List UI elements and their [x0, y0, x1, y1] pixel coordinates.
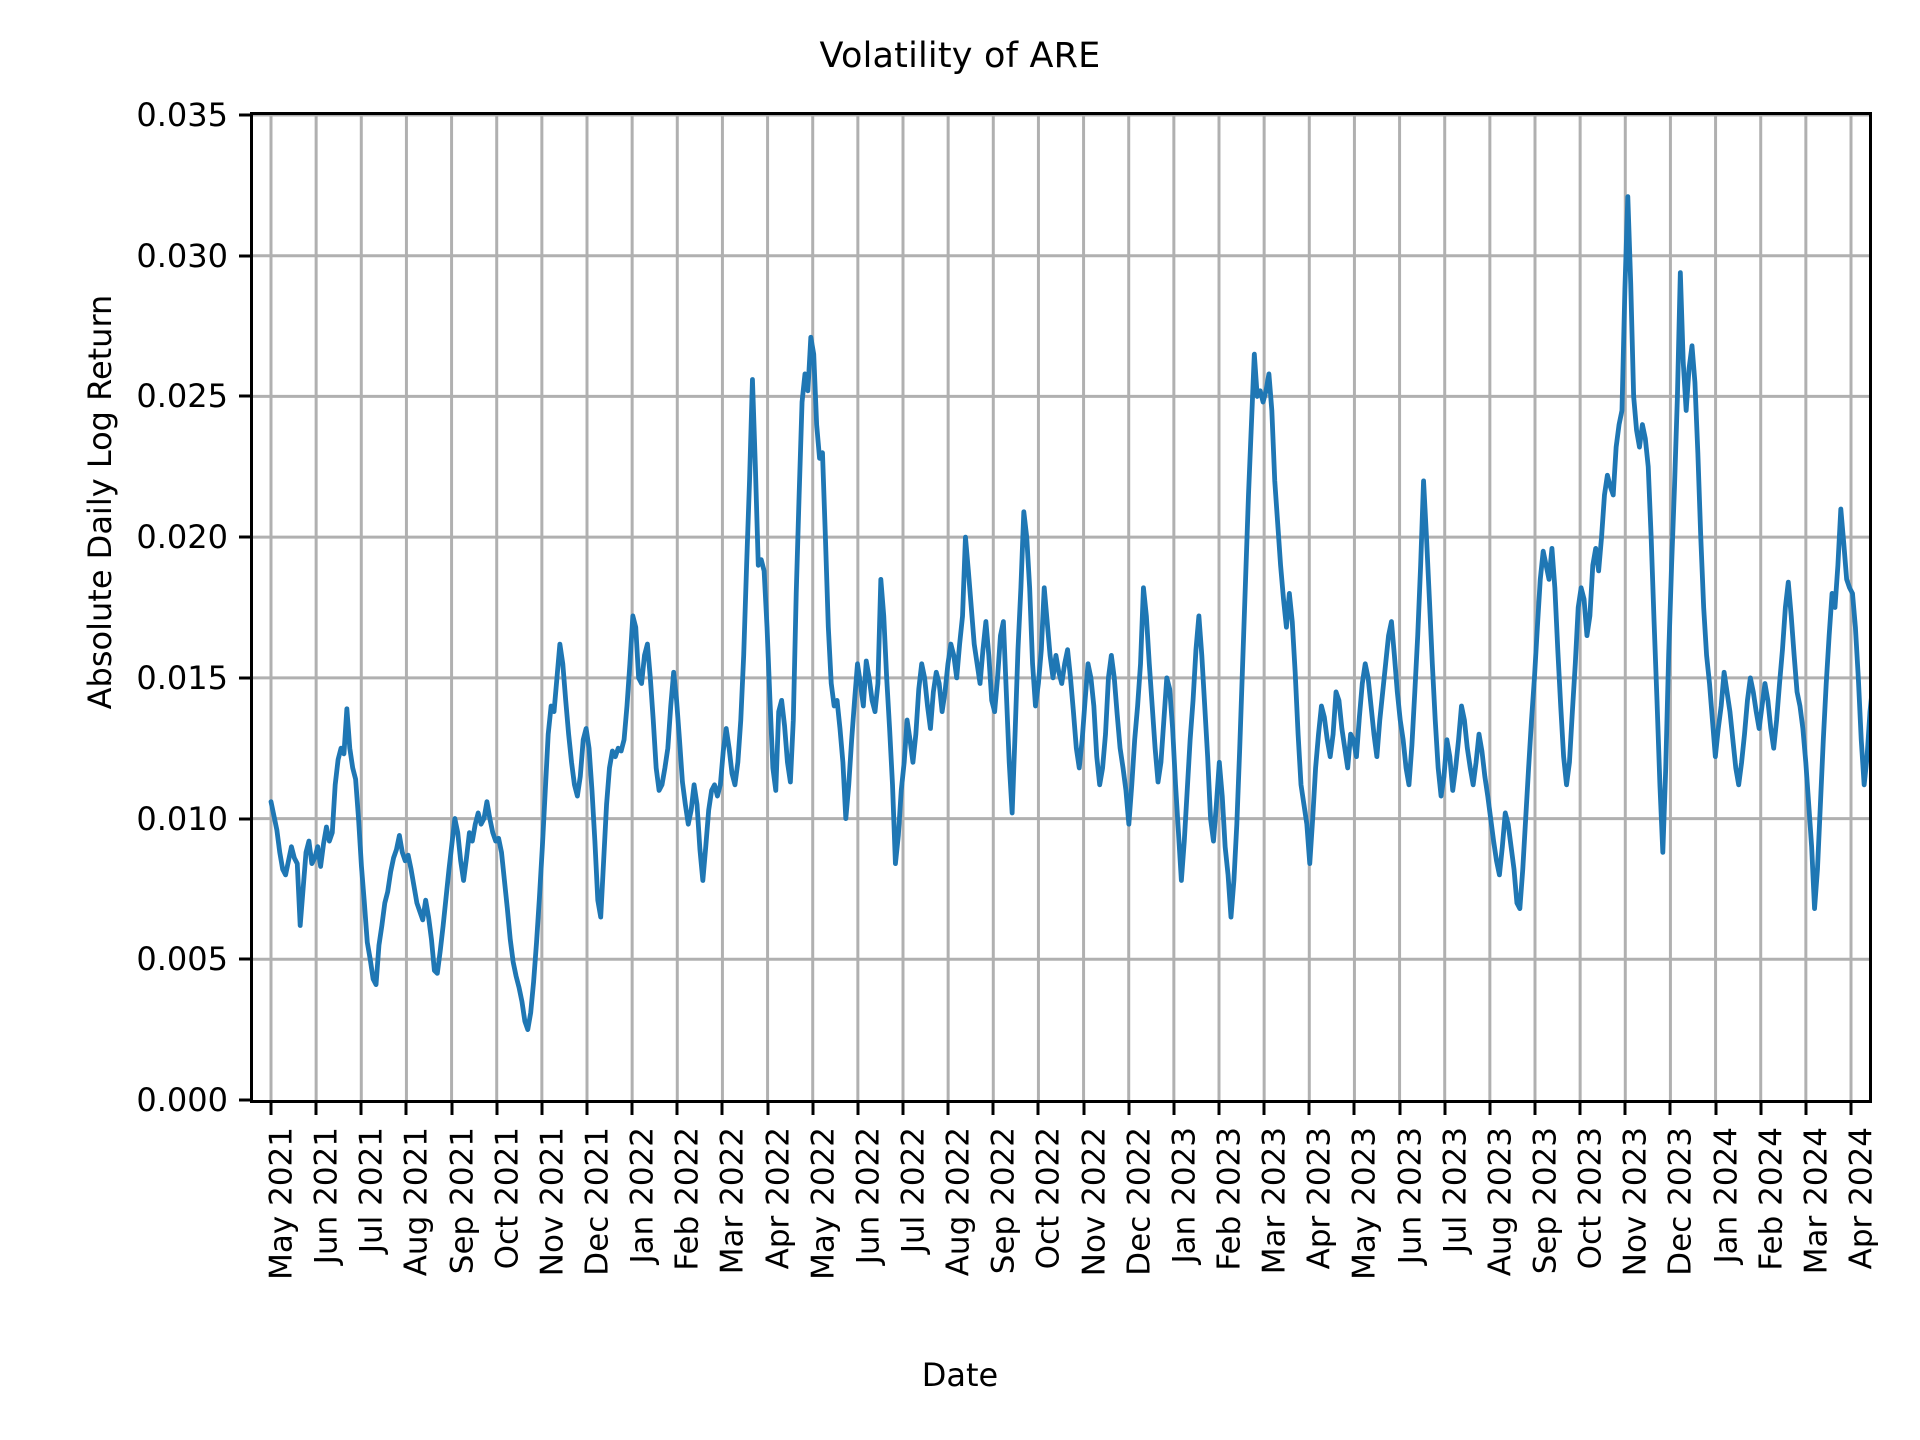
x-tick-mark: [1488, 1103, 1492, 1115]
x-tick-label: Mar 2022: [714, 1127, 751, 1275]
x-tick-label: May 2021: [263, 1127, 300, 1280]
x-tick-mark: [1623, 1103, 1627, 1115]
x-tick-label: Mar 2023: [1256, 1127, 1293, 1275]
x-tick-mark: [1352, 1103, 1356, 1115]
x-tick-label: Sep 2021: [444, 1127, 481, 1275]
x-tick-label: Aug 2022: [940, 1127, 977, 1277]
x-tick-label: Feb 2024: [1753, 1127, 1790, 1271]
x-tick-label: Jun 2022: [850, 1127, 887, 1265]
x-tick-mark: [1082, 1103, 1086, 1115]
x-tick-label: Sep 2023: [1527, 1127, 1564, 1275]
x-tick-label: Apr 2024: [1843, 1127, 1880, 1270]
x-tick-label: Apr 2022: [760, 1127, 797, 1270]
x-tick-mark: [811, 1103, 815, 1115]
x-tick-mark: [675, 1103, 679, 1115]
y-tick-label: 0.025: [136, 377, 228, 416]
x-tick-label: Feb 2023: [1211, 1127, 1248, 1271]
x-tick-mark: [450, 1103, 454, 1115]
x-tick-label: Oct 2022: [1030, 1127, 1067, 1270]
x-tick-mark: [1804, 1103, 1808, 1115]
x-tick-label: Jan 2024: [1708, 1127, 1745, 1264]
x-tick-mark: [630, 1103, 634, 1115]
x-tick-label: Jul 2021: [353, 1127, 390, 1254]
x-tick-label: Nov 2023: [1617, 1127, 1654, 1277]
x-tick-label: Sep 2022: [985, 1127, 1022, 1275]
x-tick-mark: [1668, 1103, 1672, 1115]
x-tick-label: Jun 2023: [1392, 1127, 1429, 1265]
grid-lines: [253, 115, 1869, 1100]
x-tick-mark: [1398, 1103, 1402, 1115]
x-tick-label: Oct 2021: [489, 1127, 526, 1270]
plot-area: [250, 112, 1872, 1103]
y-tick-label: 0.005: [136, 940, 228, 979]
x-tick-label: Feb 2022: [669, 1127, 706, 1271]
x-tick-mark: [766, 1103, 770, 1115]
data-series-group: [271, 197, 1869, 1030]
x-tick-label: Jul 2022: [895, 1127, 932, 1254]
plot-svg: [253, 115, 1869, 1100]
x-tick-mark: [1217, 1103, 1221, 1115]
x-tick-mark: [540, 1103, 544, 1115]
x-tick-label: Aug 2023: [1482, 1127, 1519, 1277]
y-axis-label: Absolute Daily Log Return: [81, 294, 119, 710]
x-tick-mark: [1127, 1103, 1131, 1115]
x-tick-mark: [1714, 1103, 1718, 1115]
data-series-line: [271, 197, 1869, 1030]
x-tick-label: May 2023: [1346, 1127, 1383, 1280]
x-tick-mark: [1578, 1103, 1582, 1115]
x-tick-mark: [1172, 1103, 1176, 1115]
x-tick-label: Nov 2022: [1076, 1127, 1113, 1277]
x-tick-label: Dec 2023: [1662, 1127, 1699, 1276]
x-tick-label: Dec 2022: [1121, 1127, 1158, 1276]
x-tick-label: Mar 2024: [1798, 1127, 1835, 1275]
chart-title: Volatility of ARE: [819, 36, 1101, 76]
x-tick-label: Dec 2021: [579, 1127, 616, 1276]
x-tick-mark: [856, 1103, 860, 1115]
x-tick-label: Oct 2023: [1572, 1127, 1609, 1270]
y-tick-label: 0.010: [136, 799, 228, 838]
x-tick-label: Jul 2023: [1437, 1127, 1474, 1254]
x-tick-mark: [314, 1103, 318, 1115]
y-tick-label: 0.015: [136, 658, 228, 697]
x-tick-label: May 2022: [805, 1127, 842, 1280]
x-tick-label: Apr 2023: [1301, 1127, 1338, 1270]
x-tick-mark: [404, 1103, 408, 1115]
x-tick-mark: [1849, 1103, 1853, 1115]
x-tick-label: Jan 2023: [1166, 1127, 1203, 1264]
x-tick-label: Jan 2022: [624, 1127, 661, 1264]
x-tick-mark: [720, 1103, 724, 1115]
x-tick-mark: [1036, 1103, 1040, 1115]
x-tick-mark: [901, 1103, 905, 1115]
x-tick-mark: [946, 1103, 950, 1115]
x-tick-mark: [1307, 1103, 1311, 1115]
x-tick-mark: [495, 1103, 499, 1115]
x-tick-mark: [1759, 1103, 1763, 1115]
y-tick-label: 0.030: [136, 236, 228, 275]
y-tick-label: 0.020: [136, 518, 228, 557]
x-tick-mark: [1443, 1103, 1447, 1115]
x-tick-mark: [1262, 1103, 1266, 1115]
x-tick-mark: [1533, 1103, 1537, 1115]
x-tick-mark: [585, 1103, 589, 1115]
x-tick-mark: [269, 1103, 273, 1115]
y-tick-label: 0.000: [136, 1081, 228, 1119]
y-tick-label: 0.035: [136, 96, 228, 134]
x-tick-label: Jun 2021: [308, 1127, 345, 1265]
x-tick-label: Nov 2021: [534, 1127, 571, 1277]
x-tick-mark: [991, 1103, 995, 1115]
x-tick-mark: [359, 1103, 363, 1115]
x-axis-label: Date: [921, 1356, 999, 1394]
x-tick-label: Aug 2021: [398, 1127, 435, 1277]
